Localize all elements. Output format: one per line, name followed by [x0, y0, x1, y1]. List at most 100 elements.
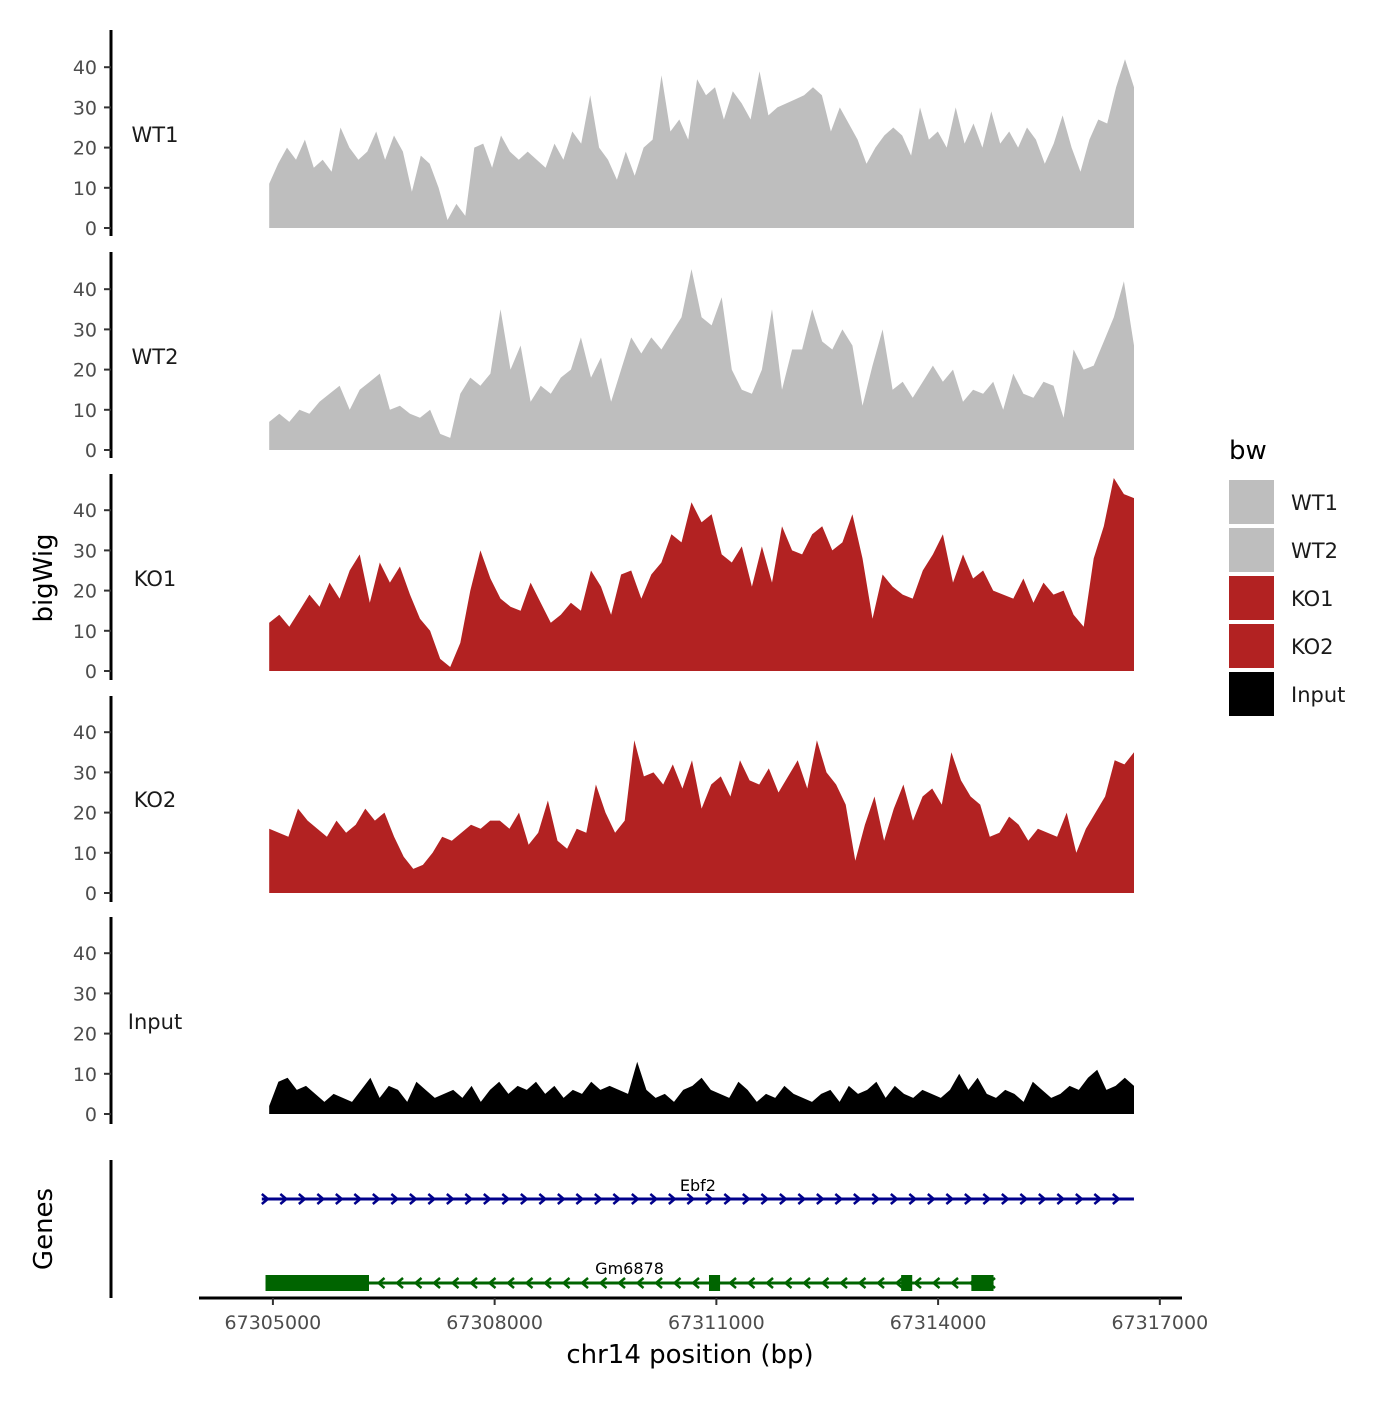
- strand-arrow: [857, 1277, 867, 1289]
- track-ko1: KO1 0 10 20 30 40: [73, 474, 1134, 683]
- strand-arrow: [376, 1277, 386, 1289]
- strand-arrow: [913, 1277, 922, 1289]
- strand-arrow: [432, 1277, 441, 1289]
- strand-arrow: [802, 1277, 811, 1289]
- x-axis-title: chr14 position (bp): [566, 1340, 813, 1370]
- strand-arrow: [298, 1193, 307, 1205]
- y-tick-label-30: 30: [73, 540, 97, 562]
- gene-label-gm6878: Gm6878: [595, 1259, 664, 1278]
- y-tick-label-30: 30: [73, 762, 97, 784]
- legend-label-wt2: WT2: [1291, 539, 1338, 563]
- strand-arrow: [1075, 1193, 1084, 1205]
- y-tick-label-10: 10: [73, 621, 97, 643]
- strand-arrow: [395, 1277, 404, 1289]
- strand-arrow: [816, 1193, 825, 1205]
- strand-arrow: [723, 1193, 733, 1205]
- strand-arrow: [543, 1277, 552, 1289]
- strand-arrow: [908, 1193, 918, 1205]
- exon: [708, 1275, 721, 1291]
- y-tick-label-10: 10: [73, 843, 97, 865]
- strand-arrow: [316, 1193, 326, 1205]
- strand-arrow: [705, 1193, 714, 1205]
- strand-arrow: [631, 1193, 640, 1205]
- y-tick-label-10: 10: [73, 400, 97, 422]
- strand-arrow: [450, 1277, 460, 1289]
- strand-arrow: [779, 1193, 788, 1205]
- strand-arrow: [372, 1193, 381, 1205]
- x-tick-label: 67317000: [1111, 1312, 1208, 1334]
- legend-label-ko2: KO2: [1291, 635, 1334, 659]
- y-tick-label-0: 0: [85, 218, 97, 240]
- strand-arrow: [446, 1193, 455, 1205]
- strand-arrow: [427, 1193, 437, 1205]
- y-tick-label-20: 20: [73, 803, 97, 825]
- legend-label-input: Input: [1291, 683, 1345, 707]
- x-tick-label: 67314000: [890, 1312, 987, 1334]
- strand-arrow: [469, 1277, 478, 1289]
- y-tick-label-0: 0: [85, 883, 97, 905]
- y-tick-label-0: 0: [85, 1104, 97, 1126]
- strand-arrow: [964, 1193, 973, 1205]
- strand-arrow: [520, 1193, 529, 1205]
- y-ticks: 0 10 20 30 40: [73, 722, 111, 905]
- track-wt2: WT2 0 10 20 30 40: [73, 252, 1134, 462]
- strand-arrow: [501, 1193, 511, 1205]
- y-tick-label-10: 10: [73, 178, 97, 200]
- strand-arrow: [353, 1193, 363, 1205]
- track-input: Input 0 10 20 30 40: [73, 917, 1134, 1126]
- strand-arrow: [413, 1277, 423, 1289]
- strand-arrow: [464, 1193, 474, 1205]
- legend: bw WT1 WT2 KO1 KO2 Input: [1229, 436, 1345, 716]
- x-tick-label: 67308000: [446, 1312, 543, 1334]
- area-input: [269, 1061, 1134, 1114]
- strand-arrow: [783, 1277, 793, 1289]
- strand-arrow: [691, 1277, 700, 1289]
- strand-arrow: [335, 1193, 344, 1205]
- track-label-input: Input: [128, 1010, 182, 1034]
- track-label-ko2: KO2: [134, 788, 177, 812]
- y-tick-label-10: 10: [73, 1064, 97, 1086]
- y-ticks: 0 10 20 30 40: [73, 279, 111, 462]
- y-tick-label-40: 40: [73, 57, 97, 79]
- track-label-ko1: KO1: [134, 567, 177, 591]
- strand-arrow: [649, 1193, 659, 1205]
- strand-arrow: [876, 1277, 885, 1289]
- strand-arrow: [834, 1193, 844, 1205]
- gene-ebf2: Ebf2: [261, 1176, 1134, 1205]
- strand-arrow: [871, 1193, 881, 1205]
- strand-arrow: [538, 1193, 548, 1205]
- strand-arrow: [594, 1193, 603, 1205]
- y-tick-label-20: 20: [73, 581, 97, 603]
- strand-arrow: [390, 1193, 400, 1205]
- gene-label-ebf2: Ebf2: [680, 1176, 716, 1195]
- strand-arrow: [1001, 1193, 1010, 1205]
- strand-arrow: [279, 1193, 289, 1205]
- strand-arrow: [1056, 1193, 1066, 1205]
- strand-arrow: [894, 1277, 904, 1289]
- track-ko2: KO2 0 10 20 30 40: [73, 696, 1134, 905]
- y-tick-label-40: 40: [73, 722, 97, 744]
- y-tick-label-0: 0: [85, 661, 97, 683]
- legend-key-wt1: [1229, 480, 1274, 524]
- y-ticks: 0 10 20 30 40: [73, 57, 111, 240]
- x-tick-label: 67305000: [225, 1312, 322, 1334]
- track-label-wt2: WT2: [132, 345, 179, 369]
- strand-arrow: [853, 1193, 862, 1205]
- strand-arrow: [927, 1193, 936, 1205]
- area-ko1: [269, 478, 1134, 671]
- strand-arrow: [635, 1277, 645, 1289]
- strand-arrow: [982, 1193, 992, 1205]
- legend-label-ko1: KO1: [1291, 587, 1334, 611]
- y-tick-label-30: 30: [73, 983, 97, 1005]
- strand-arrow: [487, 1277, 497, 1289]
- track-wt1: WT1 0 10 20 30 40: [73, 30, 1134, 240]
- legend-key-ko2: [1229, 624, 1274, 668]
- strand-arrow: [742, 1193, 751, 1205]
- y-tick-label-40: 40: [73, 279, 97, 301]
- strand-arrow: [760, 1193, 770, 1205]
- strand-arrow: [506, 1277, 515, 1289]
- exon: [265, 1275, 369, 1291]
- strand-arrow: [557, 1193, 566, 1205]
- strand-arrow: [672, 1277, 682, 1289]
- y-tick-label-40: 40: [73, 943, 97, 965]
